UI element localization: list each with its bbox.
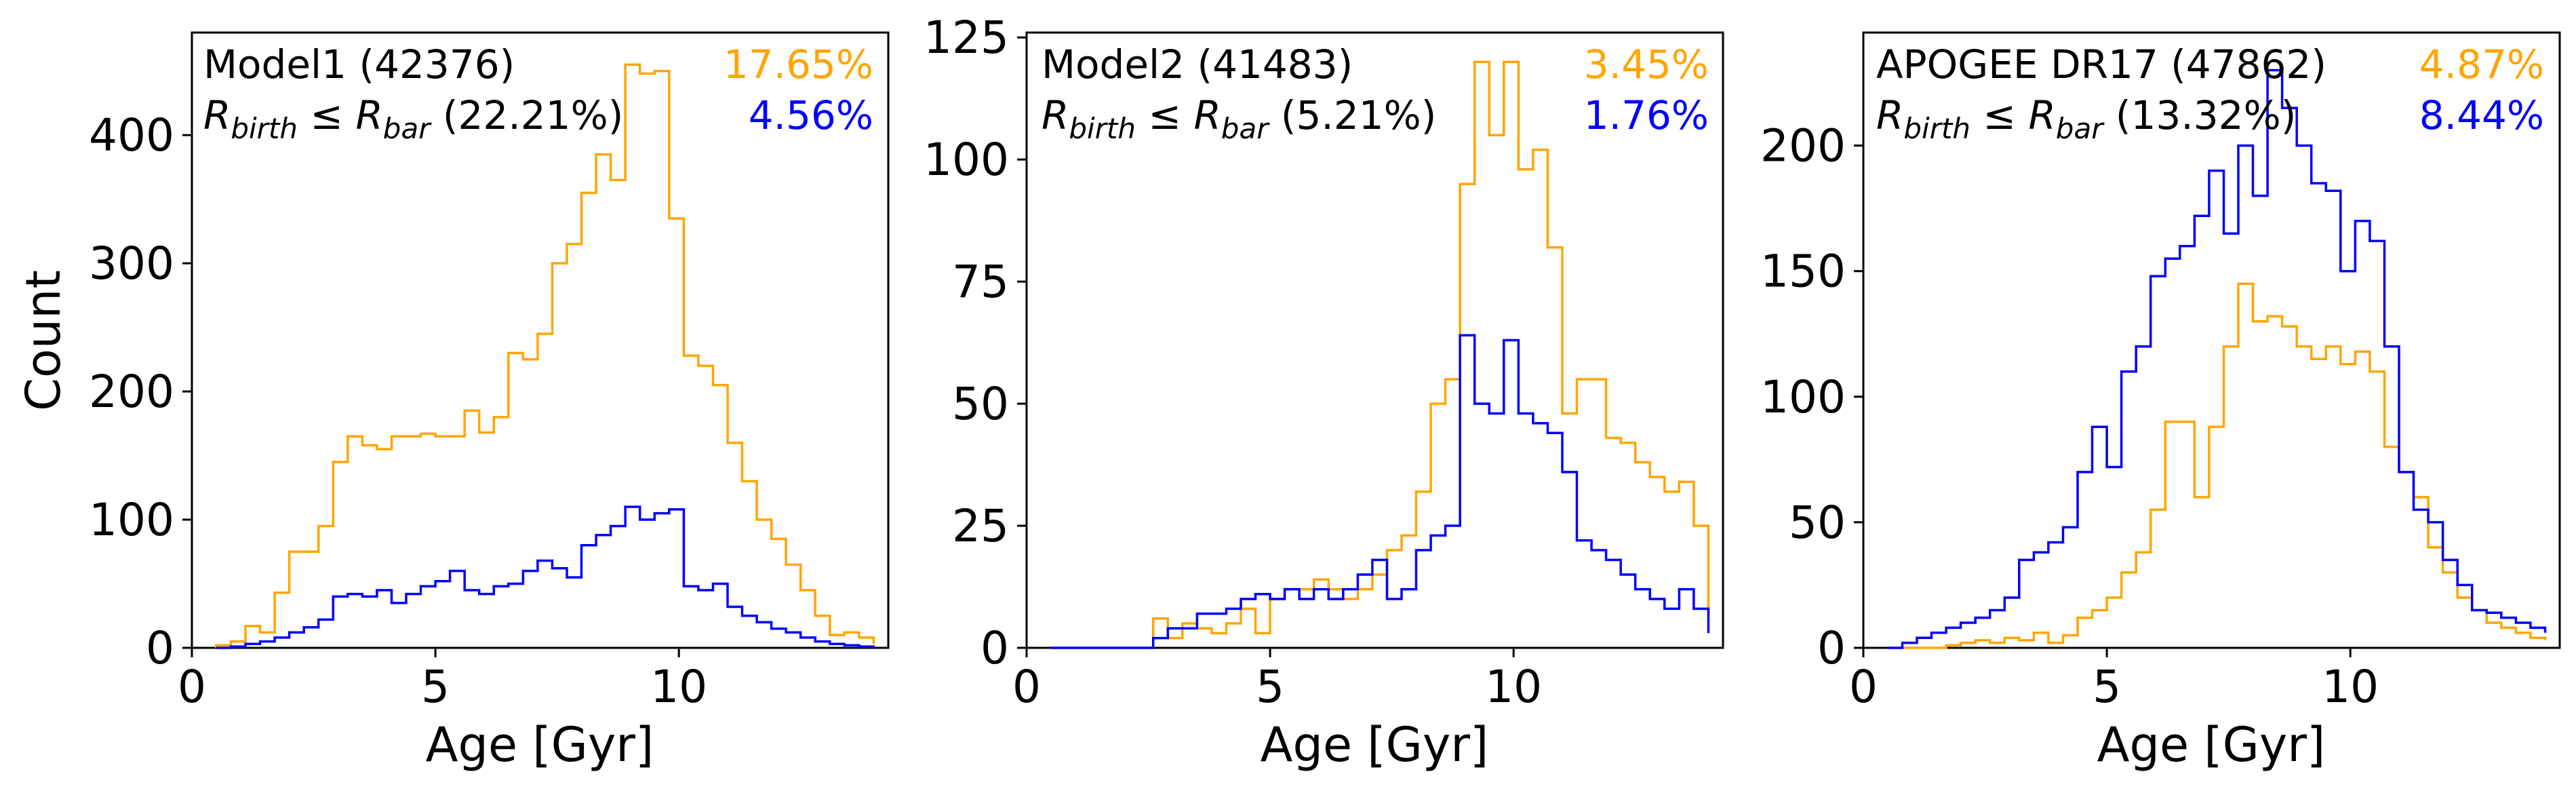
pct-orange: 17.65% — [724, 41, 873, 88]
pct-orange: 3.45% — [1584, 41, 1709, 88]
y-tick-label: 125 — [924, 12, 1009, 64]
pct-blue: 8.44% — [2419, 92, 2544, 138]
x-tick-label: 5 — [2093, 661, 2121, 713]
plot-frame — [191, 31, 890, 649]
x-tick-label: 10 — [650, 661, 707, 713]
pct-orange: 4.87% — [2419, 41, 2544, 88]
y-tick-label: 75 — [952, 256, 1009, 308]
y-tick-label: 100 — [924, 134, 1009, 186]
hist-blue-series — [216, 505, 875, 649]
pct-blue: 1.76% — [1584, 92, 1709, 138]
x-tick-label: 0 — [178, 661, 206, 713]
x-axis-label: Age [Gyr] — [2097, 717, 2326, 773]
y-tick-label: 100 — [89, 494, 174, 546]
y-tick-label: 0 — [980, 622, 1009, 674]
x-tick-label: 10 — [2322, 661, 2379, 713]
x-axis-label: Age [Gyr] — [1261, 717, 1489, 773]
histogram-bars — [215, 63, 875, 649]
y-tick-label: 200 — [1760, 120, 1846, 172]
x-tick-label: 0 — [1012, 661, 1041, 713]
rbirth-annotation: Rbirth ≤ Rbar (13.32%) — [1876, 92, 2296, 145]
plot-frame — [1862, 31, 2561, 649]
plot-frame — [1025, 31, 1724, 649]
hist-orange-series — [215, 63, 875, 648]
x-tick-label: 10 — [1485, 661, 1542, 713]
y-tick-label: 50 — [952, 378, 1009, 430]
y-axis-label: Count — [16, 270, 71, 411]
y-tick-label: 200 — [89, 366, 174, 418]
model-title: Model1 (42376) — [203, 41, 515, 88]
x-axis-label: Age [Gyr] — [426, 717, 654, 773]
y-tick-label: 25 — [952, 500, 1009, 552]
histogram-bars — [1887, 69, 2547, 649]
hist-blue-series — [1050, 334, 1710, 649]
hist-orange-series — [1887, 282, 2547, 649]
y-tick-label: 300 — [89, 237, 174, 290]
y-tick-label: 400 — [89, 109, 174, 161]
x-tick-label: 5 — [1256, 661, 1284, 713]
rbirth-annotation: Rbirth ≤ Rbar (22.21%) — [203, 92, 623, 145]
histogram-bars — [1050, 60, 1710, 649]
pct-blue: 4.56% — [749, 92, 873, 138]
y-tick-label: 100 — [1760, 371, 1846, 423]
model-title: APOGEE DR17 (47862) — [1876, 41, 2326, 88]
y-tick-label: 0 — [146, 622, 174, 674]
rbirth-annotation: Rbirth ≤ Rbar (5.21%) — [1042, 92, 1436, 145]
x-tick-label: 5 — [421, 661, 450, 713]
x-tick-label: 0 — [1849, 661, 1878, 713]
hist-blue-series — [1887, 69, 2547, 649]
model-title: Model2 (41483) — [1042, 41, 1353, 88]
y-tick-label: 0 — [1817, 622, 1846, 674]
y-tick-label: 150 — [1760, 246, 1846, 298]
y-tick-label: 50 — [1789, 497, 1846, 549]
